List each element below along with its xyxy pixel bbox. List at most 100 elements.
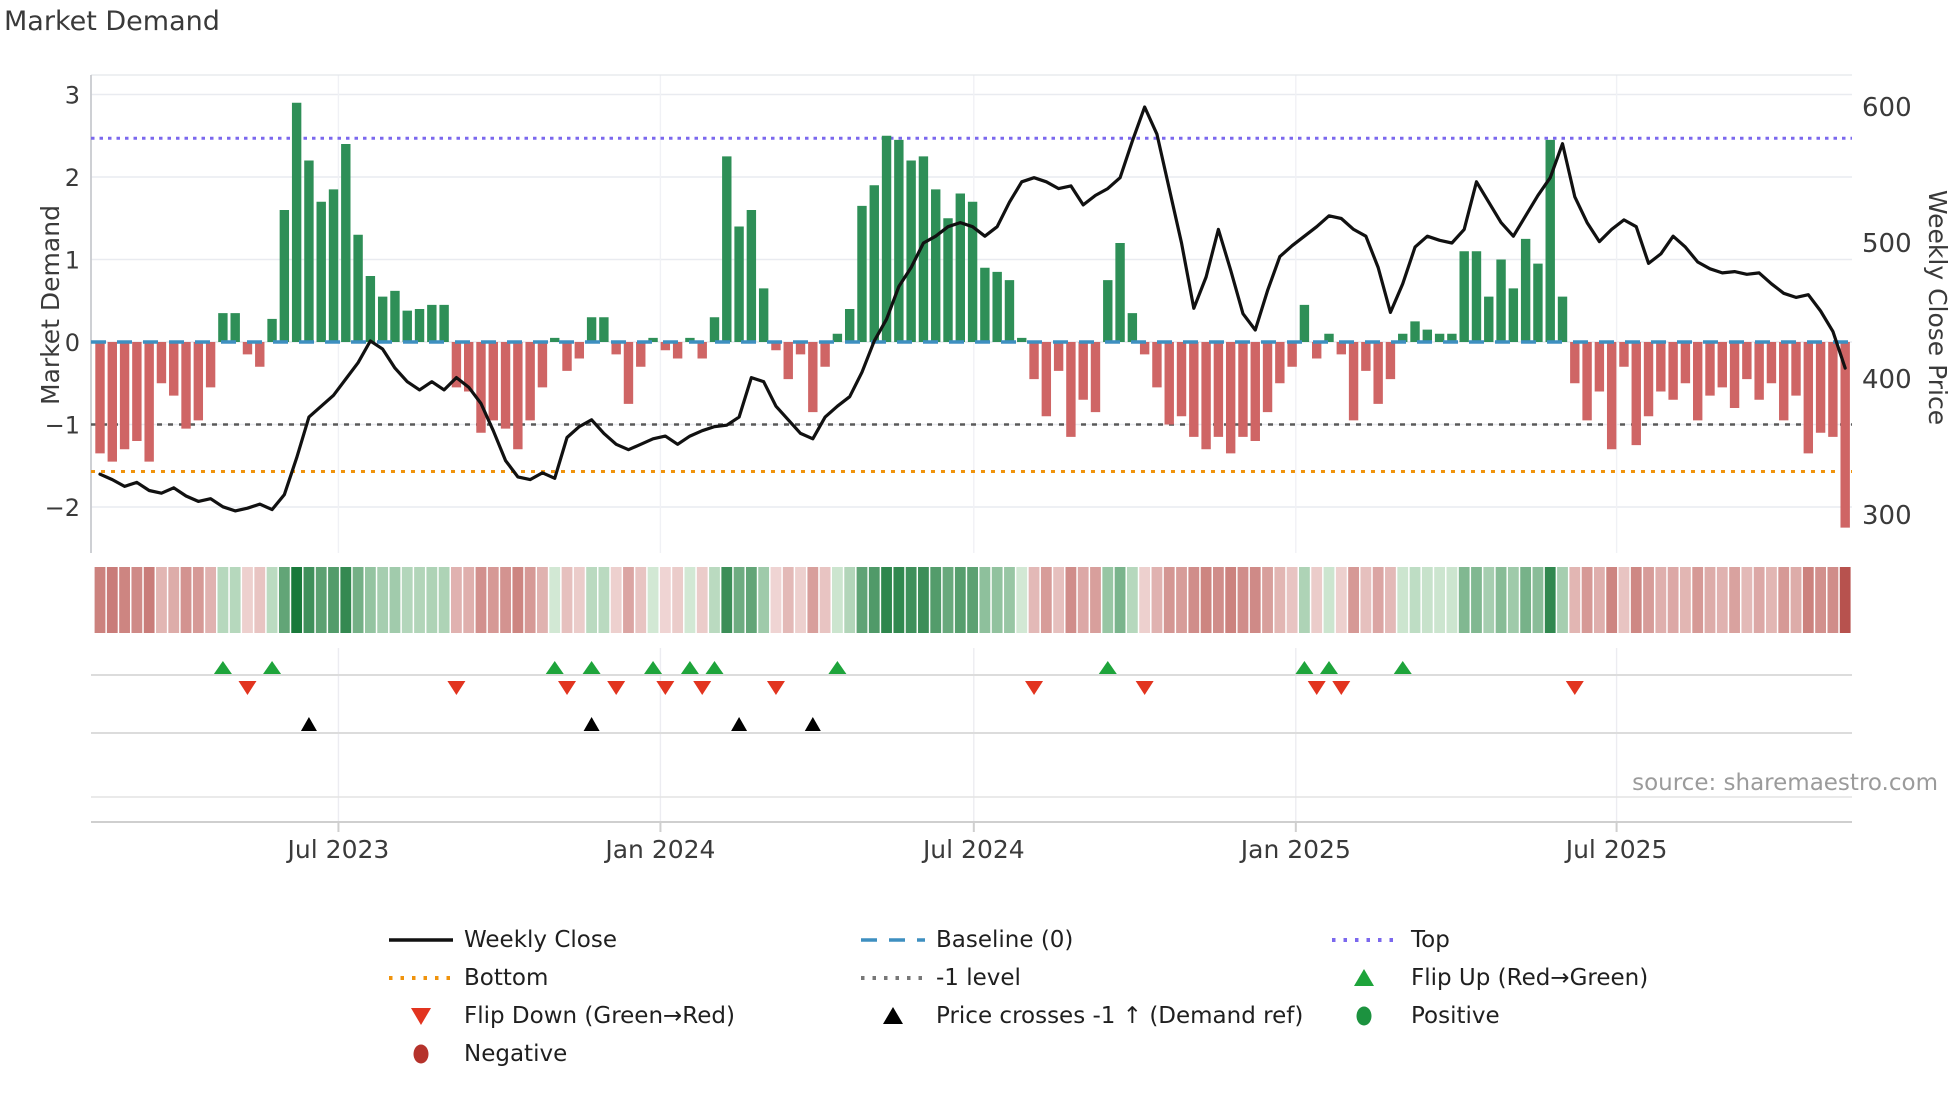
- heatmap-cell: [721, 567, 733, 633]
- heatmap-cell: [696, 567, 708, 633]
- heatmap-cell: [1655, 567, 1667, 633]
- heatmap-cell: [1090, 567, 1101, 633]
- heatmap-cell: [844, 567, 856, 633]
- heatmap-cell: [1716, 567, 1728, 633]
- heatmap-cell: [1348, 567, 1359, 633]
- demand-bar: [1484, 296, 1494, 342]
- heatmap-cell: [291, 567, 303, 633]
- heatmap-cell: [586, 567, 597, 633]
- heatmap-cell: [1040, 567, 1052, 633]
- demand-bar: [1103, 280, 1113, 342]
- heatmap-cell: [451, 567, 462, 633]
- demand-bar: [1078, 342, 1088, 400]
- demand-bar: [722, 156, 732, 342]
- legend-item-label: Flip Down (Green→Red): [464, 1003, 735, 1029]
- heatmap-cell: [795, 567, 806, 633]
- legend-marker-dash-icon: [861, 938, 925, 942]
- heatmap-cell: [1790, 567, 1802, 633]
- demand-bar: [1557, 296, 1568, 342]
- heatmap-cell: [1077, 567, 1089, 633]
- heatmap-cell: [709, 567, 720, 633]
- x-tick-label: Jul 2024: [921, 835, 1025, 864]
- demand-bar: [1053, 342, 1064, 371]
- heatmap-cell: [487, 567, 499, 633]
- demand-bar: [1410, 321, 1420, 342]
- demand-bar: [341, 144, 351, 342]
- flip-down-icon: [693, 681, 712, 695]
- source-credit: source: sharemaestro.com: [1632, 770, 1938, 796]
- heatmap-cell: [758, 567, 770, 633]
- heatmap-cell: [1065, 567, 1077, 633]
- heatmap-cell: [1163, 567, 1175, 633]
- demand-bar: [685, 337, 695, 342]
- heatmap-cell: [1827, 567, 1839, 633]
- demand-bar: [1668, 342, 1678, 400]
- demand-bar: [1041, 342, 1052, 417]
- heatmap-cell: [1520, 567, 1532, 633]
- demand-bar: [1336, 342, 1346, 355]
- heatmap-cell: [315, 567, 327, 633]
- demand-bar: [1127, 313, 1138, 342]
- flip-up-icon: [1320, 661, 1338, 674]
- demand-bar: [193, 342, 204, 421]
- heatmap-cell: [1188, 567, 1200, 633]
- flip-down-icon: [447, 681, 466, 695]
- demand-bar: [1299, 304, 1310, 342]
- demand-bar: [132, 342, 142, 441]
- heatmap-cell: [1421, 567, 1433, 633]
- flip-down-icon: [1332, 681, 1351, 695]
- flip-up-icon: [213, 661, 232, 674]
- heatmap-cell: [1249, 567, 1261, 633]
- demand-bar: [1385, 342, 1396, 380]
- heatmap-cell: [1802, 567, 1814, 633]
- heatmap-cell: [1532, 567, 1544, 633]
- heatmap-cell: [832, 567, 843, 633]
- demand-bar: [1840, 342, 1850, 528]
- demand-bar: [918, 156, 929, 342]
- flip-up-icon: [1295, 661, 1314, 674]
- heatmap-cell: [524, 567, 536, 633]
- demand-bar: [1594, 342, 1605, 392]
- heatmap-cell: [1176, 567, 1187, 633]
- heatmap-cell: [1397, 567, 1409, 633]
- legend-item-label: Price crosses -1 ↑ (Demand ref): [936, 1003, 1304, 1029]
- demand-bar: [1275, 342, 1285, 384]
- flip-down-icon: [1307, 681, 1326, 695]
- demand-bar: [169, 342, 179, 396]
- demand-bar: [857, 205, 867, 342]
- heatmap-cell: [1778, 567, 1790, 633]
- demand-bar: [709, 317, 720, 342]
- y-axis-label-right: Weekly Close Price: [1923, 189, 1952, 426]
- heatmap-cell: [1606, 567, 1618, 633]
- heatmap-cell: [930, 567, 942, 633]
- legend-marker-circle-icon: [413, 1044, 429, 1064]
- demand-bar: [1693, 342, 1703, 421]
- heatmap-cell: [168, 567, 180, 633]
- heatmap-cell: [918, 567, 929, 633]
- flip-down-icon: [766, 681, 785, 695]
- heatmap-cell: [1839, 567, 1851, 633]
- demand-bar: [242, 342, 253, 355]
- demand-bar: [1766, 342, 1777, 384]
- heatmap-cell: [807, 567, 819, 633]
- flip-up-icon: [1098, 661, 1117, 674]
- demand-bar: [316, 201, 326, 342]
- heatmap-cell: [905, 567, 917, 633]
- heatmap-cell: [1286, 567, 1298, 633]
- demand-bar: [1545, 139, 1555, 342]
- flip-down-icon: [238, 681, 257, 695]
- legend-marker-dots-icon: [389, 976, 453, 980]
- heatmap-cell: [967, 567, 978, 633]
- demand-bar: [1250, 342, 1260, 441]
- legend-marker-triangle-up-icon: [883, 1007, 903, 1024]
- demand-bar: [1090, 342, 1101, 413]
- demand-bar: [771, 342, 781, 351]
- demand-bar: [1373, 342, 1383, 404]
- demand-bar: [230, 313, 240, 342]
- demand-bar: [1225, 342, 1236, 454]
- heatmap-cell: [1741, 567, 1753, 633]
- heatmap-cell: [1507, 567, 1519, 633]
- demand-bar: [648, 337, 658, 342]
- heatmap-cell: [1274, 567, 1286, 633]
